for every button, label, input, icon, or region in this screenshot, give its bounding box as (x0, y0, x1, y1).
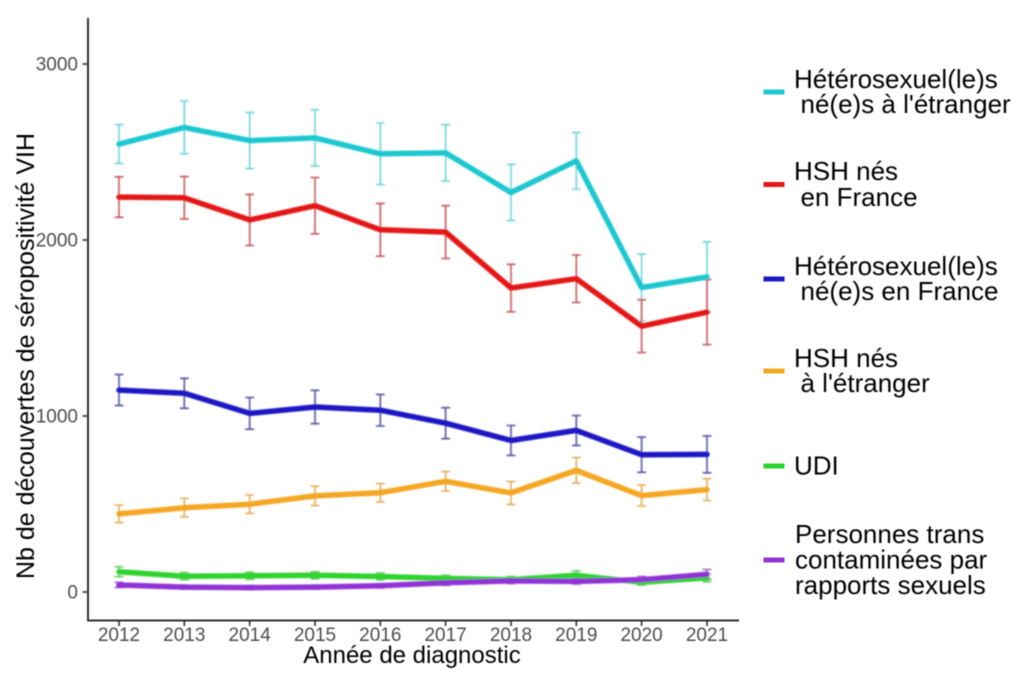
svg-text:2000: 2000 (36, 231, 78, 252)
svg-text:0: 0 (67, 583, 78, 604)
svg-text:Personnes trans: Personnes trans (795, 519, 984, 549)
svg-text:2016: 2016 (359, 625, 401, 646)
svg-text:rapports sexuels: rapports sexuels (795, 570, 986, 600)
svg-text:2017: 2017 (424, 625, 466, 646)
svg-text:2020: 2020 (620, 625, 662, 646)
svg-text:Hétérosexuel(le)s: Hétérosexuel(le)s (794, 64, 998, 94)
svg-text:1000: 1000 (36, 407, 78, 428)
svg-text:Hétérosexuel(le)s: Hétérosexuel(le)s (794, 251, 998, 281)
svg-text:Année de diagnostic: Année de diagnostic (303, 642, 521, 669)
svg-text:2019: 2019 (555, 625, 597, 646)
svg-text:2013: 2013 (163, 625, 205, 646)
svg-text:à l'étranger: à l'étranger (801, 368, 931, 398)
svg-text:2021: 2021 (686, 625, 728, 646)
svg-text:HSH nés: HSH nés (794, 156, 898, 186)
svg-text:né(e)s en France: né(e)s en France (801, 276, 999, 306)
svg-text:3000: 3000 (36, 55, 78, 76)
svg-text:né(e)s à l'étranger: né(e)s à l'étranger (801, 89, 1012, 119)
svg-text:2018: 2018 (490, 625, 532, 646)
svg-text:UDI: UDI (794, 451, 839, 481)
svg-text:en France: en France (801, 182, 918, 212)
svg-text:HSH nés: HSH nés (794, 343, 898, 373)
svg-text:contaminées par: contaminées par (795, 545, 988, 575)
svg-text:2015: 2015 (294, 625, 336, 646)
svg-text:2012: 2012 (98, 625, 140, 646)
svg-text:Nb de découvertes de séroposit: Nb de découvertes de séropositivité VIH (12, 133, 40, 579)
svg-text:2014: 2014 (229, 625, 272, 646)
